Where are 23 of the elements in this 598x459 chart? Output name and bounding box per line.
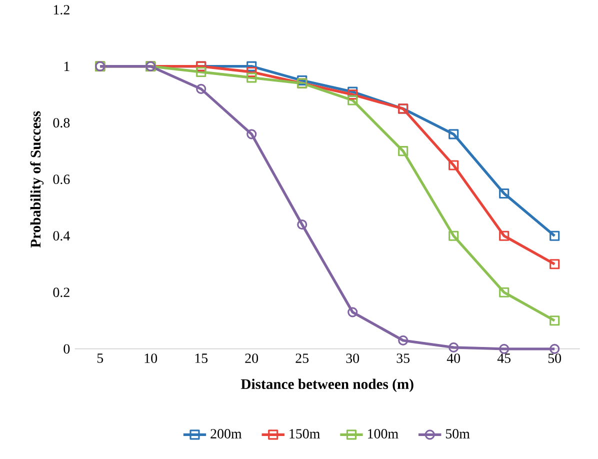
legend-label: 150m	[290, 429, 320, 439]
x-tick-label: 40	[446, 354, 460, 364]
x-tick-label: 45	[497, 354, 511, 363]
x-tick-label: 5	[97, 354, 104, 363]
legend-label: 50m	[446, 429, 470, 439]
y-tick-label: 0	[64, 344, 70, 354]
y-tick-label: 0.2	[53, 288, 70, 298]
x-tick-label: 20	[245, 354, 258, 364]
x-tick-label: 15	[195, 354, 208, 363]
x-tick-label: 50	[548, 354, 562, 364]
y-tick-label: 0.8	[53, 118, 70, 128]
y-tick-label: 1.2	[54, 5, 70, 15]
legend-label: 200m	[210, 429, 242, 439]
legend-label: 100m	[368, 429, 398, 439]
x-tick-label: 25	[296, 354, 309, 364]
x-axis-title: Distance between nodes (m)	[240, 378, 414, 392]
y-axis-title: Probability of Success	[30, 111, 44, 248]
x-tick-label: 10	[144, 354, 158, 364]
y-tick-label: 0.6	[53, 174, 70, 184]
y-tick-label: 1	[64, 62, 70, 71]
x-tick-label: 30	[346, 354, 360, 364]
y-tick-label: 0.4	[53, 231, 70, 241]
x-tick-label: 35	[396, 354, 410, 364]
